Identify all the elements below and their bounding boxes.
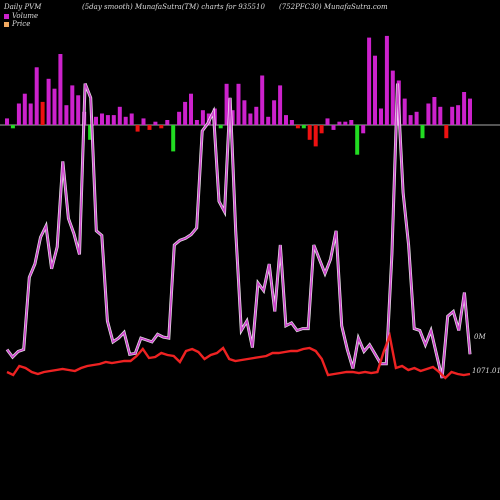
volume-bar xyxy=(159,125,164,129)
volume-bar xyxy=(46,78,51,125)
volume-bar xyxy=(147,125,152,130)
volume-bar xyxy=(361,125,366,134)
volume-bar xyxy=(218,125,223,129)
volume-bar xyxy=(266,116,271,126)
volume-bar xyxy=(319,125,324,134)
volume-bar xyxy=(295,125,300,129)
volume-bar xyxy=(343,121,348,125)
legend-volume-swatch xyxy=(4,13,9,19)
volume-bar xyxy=(272,100,277,126)
volume-bar xyxy=(22,93,27,125)
volume-level-label: 0M xyxy=(474,333,486,341)
legend-volume-label: Volume xyxy=(12,12,39,20)
volume-bar xyxy=(117,106,122,125)
volume-bar xyxy=(420,125,425,139)
volume-bar xyxy=(76,95,81,125)
volume-bar xyxy=(200,110,205,125)
volume-bar xyxy=(16,103,21,125)
volume-bar xyxy=(284,115,288,125)
volume-bar xyxy=(450,106,455,125)
volume-bar xyxy=(289,120,294,125)
volume-bar xyxy=(408,115,413,125)
volume-bar xyxy=(325,118,330,125)
volume-bar xyxy=(5,118,9,125)
volume-bar xyxy=(462,92,467,125)
volume-bar xyxy=(390,70,395,125)
legend-price-label: Price xyxy=(12,20,31,28)
volume-bar xyxy=(260,75,265,125)
legend-volume: Volume xyxy=(4,12,38,20)
volume-bar xyxy=(331,125,336,130)
volume-bar xyxy=(438,106,443,125)
volume-bar xyxy=(236,83,241,126)
volume-bar xyxy=(349,120,354,125)
volume-bar xyxy=(40,101,45,125)
volume-bar xyxy=(28,103,33,125)
header-left: Daily PVM xyxy=(4,3,42,11)
volume-bar xyxy=(254,106,259,125)
header-right: (752PFC30) MunafaSutra.com xyxy=(279,3,388,11)
price-line xyxy=(6,331,471,380)
volume-bar xyxy=(111,115,116,125)
volume-bar xyxy=(426,103,431,125)
volume-bar xyxy=(337,121,342,125)
volume-bar xyxy=(105,115,110,125)
volume-bar xyxy=(307,125,312,140)
volume-bar xyxy=(355,125,360,155)
volume-bar xyxy=(135,125,140,132)
volume-bar xyxy=(242,100,247,126)
volume-bar xyxy=(468,98,472,125)
volume-bar xyxy=(402,98,407,125)
volume-bar xyxy=(189,93,193,125)
volume-bar xyxy=(177,111,182,125)
volume-bar xyxy=(224,83,229,126)
volume-bar xyxy=(129,113,134,125)
volume-bar xyxy=(194,120,199,125)
volume-bar xyxy=(367,37,372,125)
volume-bar xyxy=(171,125,176,152)
volume-bar xyxy=(278,85,283,125)
legend-price-swatch xyxy=(4,21,9,27)
volume-bar xyxy=(34,67,39,126)
volume-bar xyxy=(165,120,170,125)
volume-bar xyxy=(301,125,306,129)
volume-line xyxy=(6,83,471,379)
volume-bar xyxy=(384,35,389,125)
volume-bar xyxy=(88,125,93,140)
volume-bar xyxy=(141,118,146,125)
volume-bar xyxy=(64,105,69,125)
volume-bar xyxy=(313,125,318,147)
volume-bar xyxy=(373,55,377,126)
header-middle: (5day smooth) MunafaSutra(TM) charts for… xyxy=(82,3,265,11)
volume-bar xyxy=(70,85,75,125)
volume-bar xyxy=(456,105,461,125)
volume-bar xyxy=(10,125,15,129)
volume-bar xyxy=(248,113,253,125)
volume-bar xyxy=(183,101,188,125)
volume-bar xyxy=(414,111,419,125)
volume-bar xyxy=(52,88,57,125)
volume-bar xyxy=(94,116,98,126)
volume-bar xyxy=(123,116,128,126)
volume-bar xyxy=(379,108,383,125)
volume-bar xyxy=(58,54,63,125)
volume-bar xyxy=(100,113,104,125)
volume-bar xyxy=(230,110,235,125)
volume-bar xyxy=(153,121,158,125)
price-level-label: 1071.01 xyxy=(472,367,500,375)
legend-price: Price xyxy=(4,20,30,28)
volume-bar xyxy=(444,125,449,139)
volume-bar xyxy=(432,97,437,125)
